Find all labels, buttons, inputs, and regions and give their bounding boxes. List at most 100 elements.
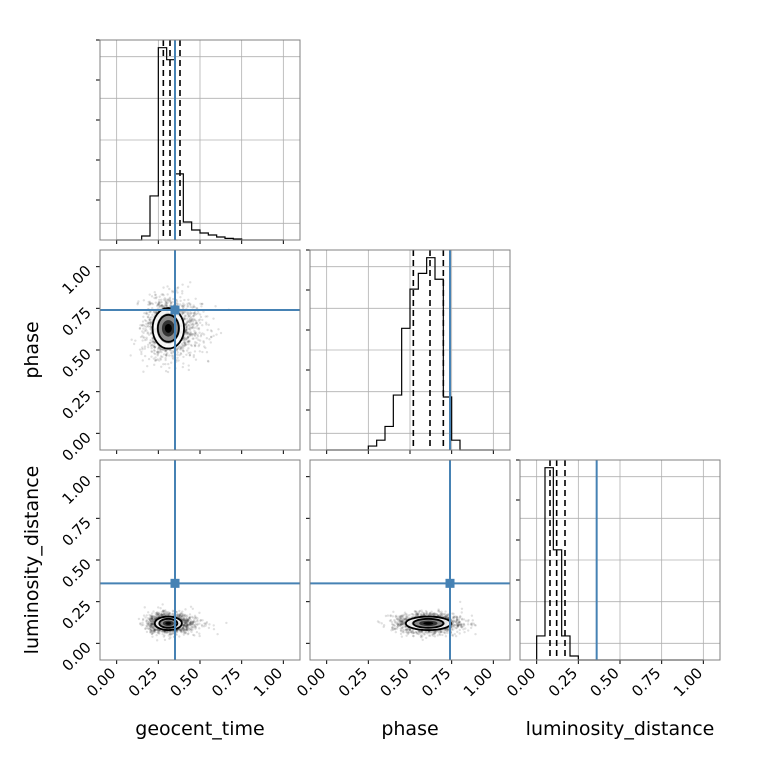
sample-point: [201, 332, 204, 335]
sample-point: [149, 623, 153, 626]
sample-point: [144, 616, 147, 619]
sample-point: [162, 305, 166, 308]
y-tick-label: 0.75: [58, 513, 94, 549]
sample-point: [394, 627, 397, 630]
sample-point: [147, 313, 150, 316]
sample-point: [153, 346, 156, 349]
sample-point: [168, 630, 172, 634]
sample-point: [150, 629, 154, 632]
sample-point: [145, 336, 148, 340]
sample-point: [398, 622, 401, 626]
sample-point: [152, 615, 155, 618]
sample-point: [399, 624, 402, 627]
sample-point: [190, 624, 194, 627]
sample-point: [154, 616, 157, 619]
sample-point: [400, 619, 403, 622]
sample-point: [181, 626, 185, 630]
sample-point: [185, 619, 188, 623]
sample-point: [405, 628, 408, 632]
sample-point: [184, 329, 187, 332]
sample-point: [185, 628, 188, 632]
sample-point: [185, 328, 189, 332]
sample-point: [440, 612, 443, 615]
sample-point: [182, 349, 185, 353]
sample-point: [192, 323, 195, 327]
sample-point: [151, 618, 155, 622]
sample-point: [175, 629, 179, 632]
x-axis-label: luminosity_distance: [526, 718, 715, 740]
sample-point: [150, 318, 154, 321]
sample-point: [184, 632, 187, 635]
sample-point: [186, 302, 189, 306]
sample-point: [187, 342, 190, 346]
sample-point: [450, 628, 454, 631]
sample-point: [154, 359, 157, 363]
sample-point: [149, 629, 152, 632]
sample-point: [382, 624, 386, 627]
sample-point: [188, 320, 191, 323]
sample-point: [191, 306, 194, 309]
sample-point: [455, 624, 459, 627]
sample-point: [185, 621, 188, 625]
sample-point: [151, 340, 154, 343]
sample-point: [458, 628, 461, 632]
sample-point: [189, 323, 193, 327]
sample-point: [428, 630, 431, 633]
sample-point: [399, 629, 403, 632]
sample-point: [162, 609, 165, 612]
sample-point: [378, 621, 381, 624]
sample-point: [457, 623, 461, 627]
sample-point: [182, 341, 185, 344]
sample-point: [398, 617, 402, 620]
sample-point: [189, 332, 192, 336]
sample-point: [198, 634, 201, 638]
sample-point: [157, 350, 160, 354]
sample-point: [425, 612, 428, 616]
sample-point: [181, 311, 184, 315]
sample-point: [187, 312, 190, 315]
sample-point: [459, 600, 462, 604]
sample-point: [149, 624, 152, 627]
sample-point: [380, 622, 383, 625]
sample-point: [437, 608, 440, 611]
sample-point: [148, 618, 151, 621]
sample-point: [414, 610, 417, 613]
sample-point: [167, 630, 170, 633]
sample-point: [470, 622, 474, 625]
sample-point: [191, 628, 194, 631]
sample-point: [180, 310, 184, 314]
sample-point: [149, 622, 152, 625]
sample-point: [195, 336, 198, 340]
sample-point: [186, 618, 190, 622]
sample-point: [427, 613, 431, 616]
sample-point: [451, 624, 455, 628]
sample-point: [406, 630, 410, 634]
sample-point: [457, 620, 461, 624]
sample-point: [177, 615, 180, 618]
sample-point: [150, 322, 153, 325]
sample-point: [160, 613, 163, 616]
sample-point: [408, 628, 412, 631]
sample-point: [389, 619, 393, 622]
sample-point: [148, 617, 151, 621]
sample-point: [201, 619, 204, 622]
sample-point: [455, 618, 458, 621]
sample-point: [432, 613, 435, 616]
sample-point: [431, 612, 435, 616]
sample-point: [154, 612, 157, 615]
sample-point: [196, 333, 199, 336]
sample-point: [407, 631, 411, 634]
sample-point: [422, 613, 426, 616]
sample-point: [189, 629, 192, 632]
sample-point: [399, 621, 402, 625]
sample-point: [158, 630, 161, 633]
sample-point: [148, 613, 151, 617]
sample-point: [198, 632, 201, 635]
sample-point: [148, 318, 151, 322]
sample-point: [157, 300, 161, 304]
sample-point: [187, 327, 190, 330]
sample-point: [141, 346, 144, 349]
sample-point: [459, 622, 463, 626]
sample-point: [163, 297, 167, 300]
sample-point: [142, 327, 145, 330]
